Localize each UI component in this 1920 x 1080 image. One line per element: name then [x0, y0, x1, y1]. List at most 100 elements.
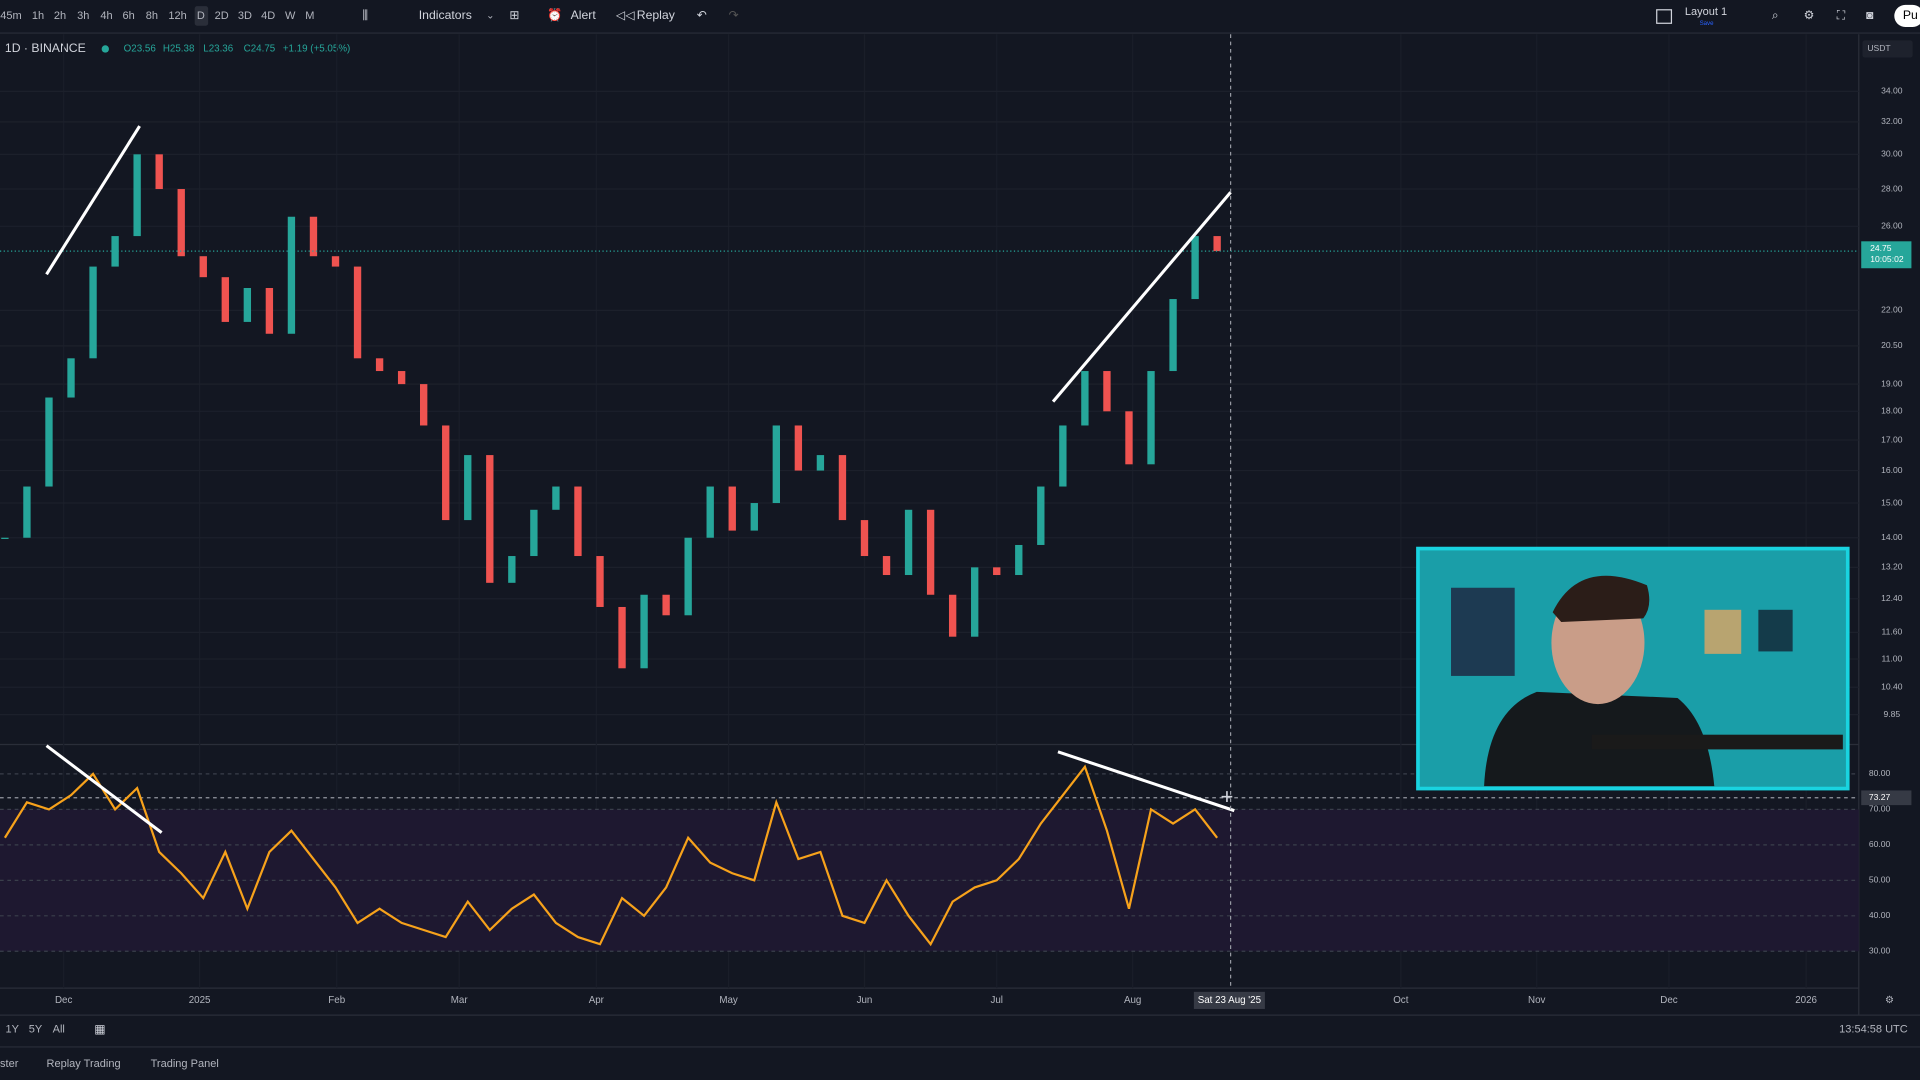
last-price-label: 24.75	[1870, 243, 1892, 253]
candle	[420, 384, 428, 426]
rsi-tick-label: 80.00	[1869, 768, 1891, 778]
candle	[993, 567, 1001, 576]
layout-name[interactable]: Layout 1	[1685, 6, 1727, 18]
toolbar-items: ⫼ Indicators ⌄ ⊞ Alert ⏰ Replay ◁◁ ↶ ↷ L…	[0, 4, 1920, 27]
candle	[464, 455, 472, 521]
candle	[552, 486, 560, 510]
crosshair-date-box	[1193, 991, 1265, 1009]
candle	[794, 425, 803, 471]
market-status	[101, 45, 109, 53]
price-tick-label: 34.00	[1881, 86, 1903, 96]
interval[interactable]: W	[285, 10, 296, 22]
ohlc-change: +1.19 (+5.05%)	[283, 44, 350, 55]
candle	[1, 537, 9, 539]
rsi-tick-label: 73.27	[1869, 792, 1891, 802]
interval[interactable]: 3h	[77, 10, 89, 22]
trendline	[45, 744, 163, 834]
price-tick-label: 11.00	[1881, 653, 1902, 663]
candle	[486, 455, 494, 583]
interval[interactable]: M	[305, 10, 314, 22]
quick-search[interactable]: ⌕	[1772, 8, 1779, 22]
rsi-line	[3, 764, 1219, 947]
trendline	[1051, 191, 1232, 403]
candle	[1037, 486, 1045, 545]
plot-area	[0, 90, 1859, 952]
price-tick-label: 14.00	[1881, 532, 1903, 542]
dropdown[interactable]: ⌄	[486, 11, 494, 22]
interval[interactable]: 3D	[238, 10, 252, 22]
currency[interactable]: USDT	[1867, 43, 1891, 53]
screenshot[interactable]: ◙	[1866, 8, 1873, 22]
chart-type-icon[interactable]: ⫼	[362, 8, 368, 22]
candle	[353, 266, 362, 359]
time-label: 2026	[1795, 995, 1817, 1006]
symbol[interactable]: 1D · BINANCE	[5, 41, 86, 55]
date-range-icon[interactable]: ▦	[94, 1022, 106, 1036]
candle	[199, 256, 207, 278]
candle	[243, 287, 252, 322]
indicators-button[interactable]: Indicators	[419, 8, 472, 22]
candle	[265, 287, 274, 334]
redo[interactable]: ↷	[729, 8, 739, 22]
toolbar	[0, 0, 1920, 34]
interval-active	[194, 6, 209, 26]
interval[interactable]: 2h	[54, 10, 66, 22]
countdown: 10:05:02	[1870, 254, 1904, 264]
candle	[1081, 371, 1089, 426]
price-tick-label: 10.40	[1881, 682, 1903, 692]
candle	[442, 425, 450, 521]
publish-label[interactable]: Pu	[1903, 8, 1918, 22]
publish-button[interactable]	[1894, 4, 1920, 27]
axis-settings[interactable]: ⚙	[1885, 995, 1894, 1006]
range-button[interactable]: 1Y	[6, 1024, 20, 1036]
range-button[interactable]: All	[53, 1024, 65, 1036]
price-tick-label: 22.00	[1881, 305, 1903, 315]
rsi-tick-label: 30.00	[1869, 946, 1891, 956]
candle	[596, 556, 604, 607]
templates-icon[interactable]: ⊞	[509, 8, 519, 22]
interval[interactable]: 4D	[261, 10, 275, 22]
interval[interactable]: 12h	[168, 10, 186, 22]
candle	[1191, 236, 1199, 300]
price-tick-label: 12.40	[1881, 593, 1903, 603]
settings[interactable]: ⚙	[1804, 8, 1815, 22]
candle	[23, 486, 31, 538]
range-button[interactable]: 5Y	[29, 1024, 43, 1036]
candle	[309, 216, 318, 257]
interval[interactable]: D	[197, 10, 205, 22]
ohlc-high: H25.38	[163, 44, 195, 55]
panel-tab[interactable]: Trading Panel	[151, 1058, 219, 1070]
price-tick-label: 18.00	[1881, 406, 1903, 416]
layout-icon[interactable]	[1656, 9, 1673, 24]
layout-save[interactable]: Save	[1700, 20, 1715, 27]
replay-button[interactable]: Replay	[637, 8, 676, 22]
candle	[1059, 425, 1067, 487]
time-label: Feb	[328, 995, 345, 1006]
interval[interactable]: 4h	[100, 10, 112, 22]
alert-button[interactable]: Alert	[571, 8, 597, 22]
interval[interactable]: 8h	[146, 10, 158, 22]
panel-tab[interactable]: ster	[0, 1058, 19, 1070]
trendline	[45, 125, 141, 276]
currency-button[interactable]	[1862, 40, 1913, 58]
interval[interactable]: 6h	[122, 10, 134, 22]
interval[interactable]: 45m	[0, 10, 21, 22]
crosshair-value-box	[1861, 790, 1912, 806]
price-tick-label: 15.00	[1881, 497, 1903, 507]
undo[interactable]: ↶	[697, 8, 707, 22]
time-label: Dec	[1660, 995, 1678, 1006]
price-tick-label: 11.60	[1881, 627, 1902, 637]
panel-tab[interactable]: Replay Trading	[47, 1058, 121, 1070]
bottom-panel	[0, 1046, 1920, 1080]
candle	[1213, 236, 1221, 252]
fullscreen[interactable]: ⛶	[1836, 8, 1846, 22]
webcam	[1416, 546, 1850, 791]
mic-arm	[1591, 734, 1843, 750]
candle	[684, 537, 692, 616]
alert-icon: ⏰	[547, 7, 562, 22]
interval[interactable]: 1h	[32, 10, 44, 22]
time-label: Dec	[55, 995, 73, 1006]
interval[interactable]: 2D	[215, 10, 229, 22]
candle	[530, 509, 538, 557]
